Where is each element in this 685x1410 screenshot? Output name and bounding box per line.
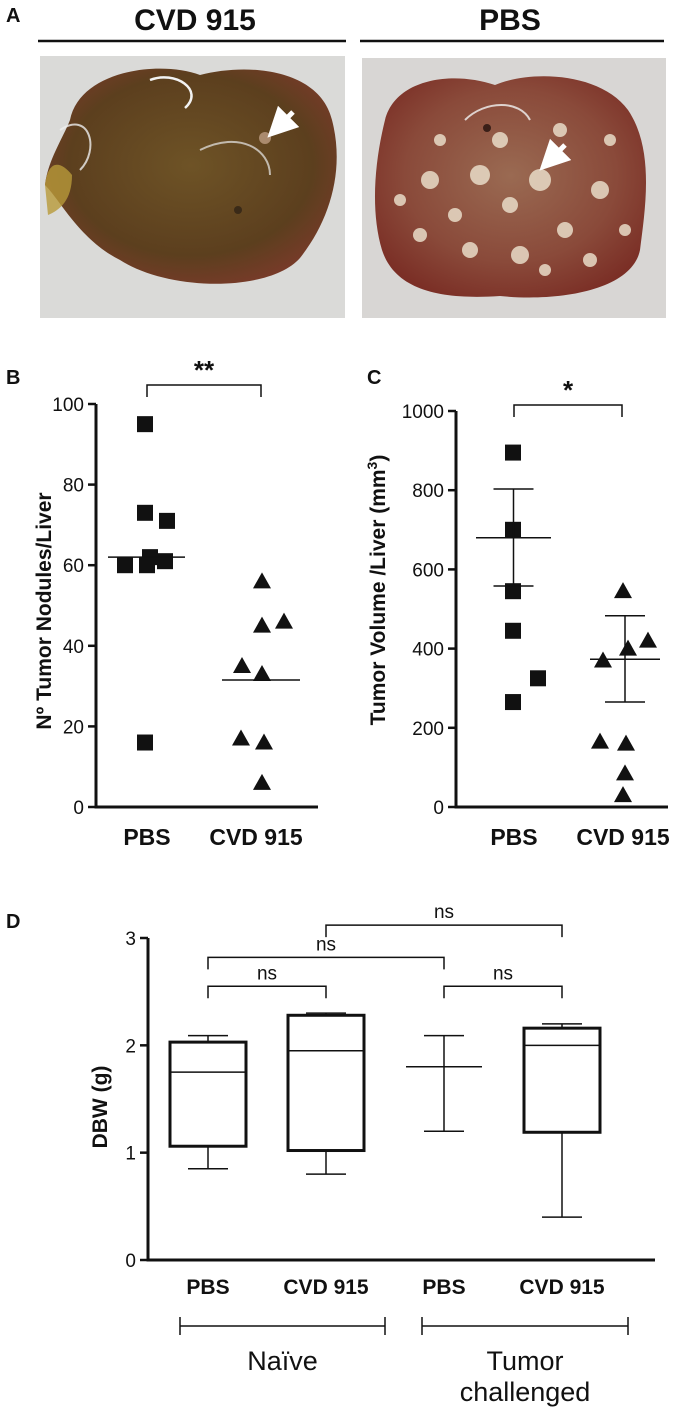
data-point-triangle [253, 665, 271, 682]
data-point-triangle [616, 764, 634, 781]
x-tick-label: CVD 915 [576, 824, 670, 850]
y-tick-label: 0 [73, 798, 84, 819]
data-point-square [159, 512, 175, 529]
x-tick-label: CVD 915 [519, 1276, 605, 1299]
x-tick-label: CVD 915 [283, 1276, 369, 1299]
comparison-label: ns [257, 963, 277, 984]
comparison-bracket [325, 924, 563, 938]
data-point-square [137, 504, 153, 521]
chart-d-ylabel: DBW (g) [89, 1066, 112, 1149]
photo-title-cvd915: CVD 915 [134, 4, 256, 37]
chart-b: 0 20 40 60 80 100 PBS CVD 915 ** [52, 355, 318, 850]
y-tick-label: 400 [412, 640, 444, 661]
panel-label-b: B [6, 367, 20, 389]
significance-bracket [513, 404, 623, 417]
data-point-square [117, 557, 133, 574]
chart-c-ylabel: Tumor Volume /Liver (mm3) [364, 455, 390, 726]
y-tick-label: 800 [412, 481, 444, 502]
significance-label: ** [194, 355, 215, 385]
y-tick-label: 40 [63, 637, 84, 658]
y-tick-label: 1000 [402, 402, 444, 423]
x-tick-label: CVD 915 [209, 824, 303, 850]
panel-label-d: D [6, 911, 20, 933]
comparison-bracket [207, 956, 445, 970]
y-tick-label: 1 [125, 1144, 136, 1165]
panel-label-a: A [6, 5, 20, 27]
chart-d: 0 1 2 3 PBS CVD 915 PBS CVD 915 ns ns ns ns Naïve Tum… [125, 902, 655, 1407]
y-tick-label: 2 [125, 1036, 136, 1057]
photo-title-pbs: PBS [479, 4, 541, 37]
data-point-triangle [255, 733, 273, 750]
group-label: challenged [460, 1377, 591, 1407]
liver-photo-pbs [362, 58, 666, 318]
data-point-square [139, 557, 155, 574]
y-tick-label: 0 [125, 1251, 136, 1272]
group-label: Naïve [247, 1346, 318, 1376]
data-point-square [530, 670, 546, 687]
data-point-triangle [253, 616, 271, 633]
x-tick-label: PBS [422, 1276, 465, 1299]
data-point-triangle [614, 786, 632, 803]
data-point-triangle [233, 656, 251, 673]
significance-label: * [563, 375, 574, 405]
chart-c: 0 200 400 600 800 1000 PBS CVD 915 * [402, 375, 670, 850]
chart-b-ylabel: Nº Tumor Nodules/Liver [33, 492, 56, 729]
comparison-bracket [207, 985, 327, 999]
data-point-triangle [275, 612, 293, 629]
data-point-triangle [253, 773, 271, 790]
group-label: Tumor [486, 1346, 563, 1376]
data-point-square [505, 444, 521, 461]
comparison-label: ns [316, 934, 336, 955]
comparison-label: ns [434, 902, 454, 923]
chart-c-ylabel-sup: 3 [364, 461, 380, 469]
box [522, 1026, 602, 1134]
chart-c-ylabel-close: ) [367, 455, 390, 462]
liver-photo-cvd915 [40, 56, 345, 318]
x-tick-label: PBS [123, 824, 170, 850]
data-point-triangle [617, 734, 635, 751]
data-point-square [505, 583, 521, 600]
data-point-square [505, 622, 521, 639]
box [168, 1040, 248, 1148]
y-tick-label: 100 [52, 395, 84, 416]
data-point-triangle [619, 639, 637, 656]
data-point-triangle [614, 582, 632, 599]
y-tick-label: 80 [63, 476, 84, 497]
significance-bracket [146, 384, 262, 397]
data-point-triangle [639, 631, 657, 648]
data-point-triangle [253, 572, 271, 589]
panel-label-c: C [367, 367, 381, 389]
data-point-square [137, 734, 153, 751]
data-point-square [157, 553, 173, 570]
x-tick-label: PBS [490, 824, 537, 850]
comparison-label: ns [493, 963, 513, 984]
data-point-square [137, 416, 153, 433]
chart-c-ylabel-main: Tumor Volume /Liver (mm [367, 469, 390, 725]
box [286, 1013, 366, 1153]
y-tick-label: 3 [125, 929, 136, 950]
data-point-triangle [591, 732, 609, 749]
y-tick-label: 600 [412, 560, 444, 581]
data-point-square [505, 694, 521, 711]
y-tick-label: 60 [63, 556, 84, 577]
y-tick-label: 200 [412, 719, 444, 740]
x-tick-label: PBS [186, 1276, 229, 1299]
y-tick-label: 0 [433, 798, 444, 819]
comparison-bracket [443, 985, 563, 999]
y-tick-label: 20 [63, 717, 84, 738]
data-point-triangle [232, 729, 250, 746]
